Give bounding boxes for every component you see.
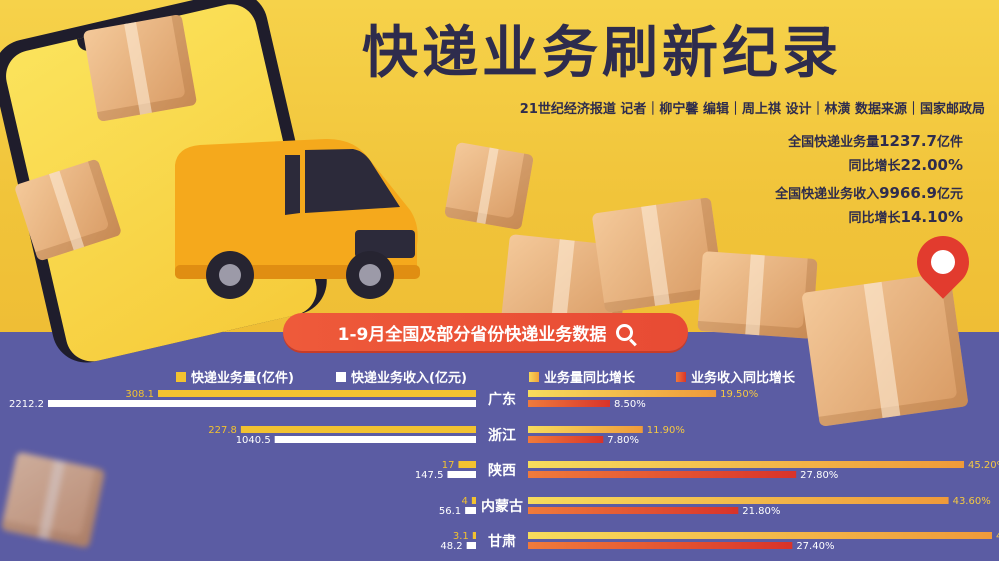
volume-growth-label: 48.10% — [996, 531, 999, 542]
volume-value-label: 3.1 — [453, 531, 469, 542]
revenue-bar — [466, 542, 476, 549]
volume-bar — [240, 426, 476, 433]
revenue-unit: 亿元 — [936, 187, 963, 202]
delivery-van-illustration — [175, 138, 420, 299]
revenue-growth-label: 7.80% — [607, 435, 639, 446]
revenue-growth-label: 21.80% — [742, 506, 780, 517]
legend-swatch — [676, 371, 686, 382]
revenue-bar — [48, 400, 476, 407]
volume-growth-bar — [528, 390, 717, 397]
revenue-label: 全国快递业务收入 — [775, 187, 880, 202]
revenue-value-label: 2212.2 — [9, 399, 44, 410]
volume-value-label: 227.8 — [208, 425, 237, 436]
volume-growth-label: 同比增长 — [848, 159, 901, 174]
legend-swatch — [176, 371, 186, 382]
revenue-growth-bar — [528, 400, 610, 407]
revenue-value-label: 1040.5 — [236, 435, 271, 446]
volume-growth-bar — [528, 497, 949, 504]
revenue-growth-label: 27.80% — [800, 470, 838, 481]
volume-unit: 亿件 — [936, 135, 963, 150]
volume-bar — [458, 461, 476, 468]
category-label: 陕西 — [488, 462, 516, 479]
legend-label: 快递业务收入(亿元) — [351, 371, 467, 386]
search-icon — [616, 323, 634, 341]
revenue-bar — [274, 436, 476, 443]
revenue-growth-bar — [528, 471, 797, 478]
legend-label: 业务收入同比增长 — [691, 371, 796, 386]
volume-growth-bar — [528, 461, 965, 468]
volume-bar — [158, 390, 476, 397]
legend-label: 快递业务量(亿件) — [191, 371, 294, 386]
legend-volume: 快递业务量(亿件) — [176, 367, 294, 386]
revenue-growth-label: 27.40% — [796, 541, 834, 552]
legend-swatch — [336, 371, 346, 382]
category-label: 甘肃 — [488, 533, 516, 550]
volume-value-label: 308.1 — [125, 389, 154, 400]
revenue-growth-bar — [528, 507, 739, 514]
national-volume-stat: 全国快递业务量1237.7亿件 同比增长22.00% — [788, 130, 963, 178]
revenue-value-label: 48.2 — [440, 541, 462, 552]
volume-growth-label: 11.90% — [647, 425, 685, 436]
volume-label: 全国快递业务量 — [788, 135, 880, 150]
revenue-bar — [465, 507, 476, 514]
revenue-growth-bar — [528, 542, 793, 549]
legend-revenue-growth: 业务收入同比增长 — [676, 367, 795, 386]
volume-bar — [472, 532, 476, 539]
volume-value: 1237.7 — [879, 132, 937, 150]
revenue-growth-label: 同比增长 — [848, 211, 901, 226]
volume-growth-bar — [528, 532, 992, 539]
volume-growth-value: 22.00% — [900, 156, 963, 174]
section-banner: 1-9月全国及部分省份快递业务数据 — [283, 313, 688, 351]
revenue-growth-value: 14.10% — [900, 208, 963, 226]
revenue-value-label: 147.5 — [415, 470, 444, 481]
volume-growth-label: 19.50% — [720, 389, 758, 400]
banner-text: 1-9月全国及部分省份快递业务数据 — [337, 324, 607, 345]
legend-volume-growth: 业务量同比增长 — [529, 367, 635, 386]
legend-revenue: 快递业务收入(亿元) — [336, 367, 467, 386]
revenue-growth-label: 8.50% — [614, 399, 646, 410]
category-label: 内蒙古 — [481, 498, 523, 515]
revenue-bar — [447, 471, 476, 478]
category-label: 浙江 — [488, 427, 516, 444]
volume-growth-label: 43.60% — [953, 496, 991, 507]
revenue-value-label: 56.1 — [439, 506, 461, 517]
page-title: 快递业务刷新纪录 — [362, 21, 842, 86]
volume-growth-label: 45.20% — [968, 460, 999, 471]
legend-label: 业务量同比增长 — [544, 371, 636, 386]
volume-growth-bar — [528, 426, 643, 433]
legend-swatch — [529, 371, 539, 382]
revenue-value: 9966.9 — [879, 184, 937, 202]
volume-value-label: 17 — [442, 460, 455, 471]
credits-line: 21世纪经济报道 记者｜柳宁馨 编辑｜周上祺 设计｜林潢 数据来源｜国家邮政局 — [519, 102, 985, 117]
volume-value-label: 4 — [461, 496, 467, 507]
category-label: 广东 — [488, 391, 516, 408]
volume-bar — [471, 497, 476, 504]
national-revenue-stat: 全国快递业务收入9966.9亿元 同比增长14.10% — [775, 182, 963, 230]
revenue-growth-bar — [528, 436, 604, 443]
